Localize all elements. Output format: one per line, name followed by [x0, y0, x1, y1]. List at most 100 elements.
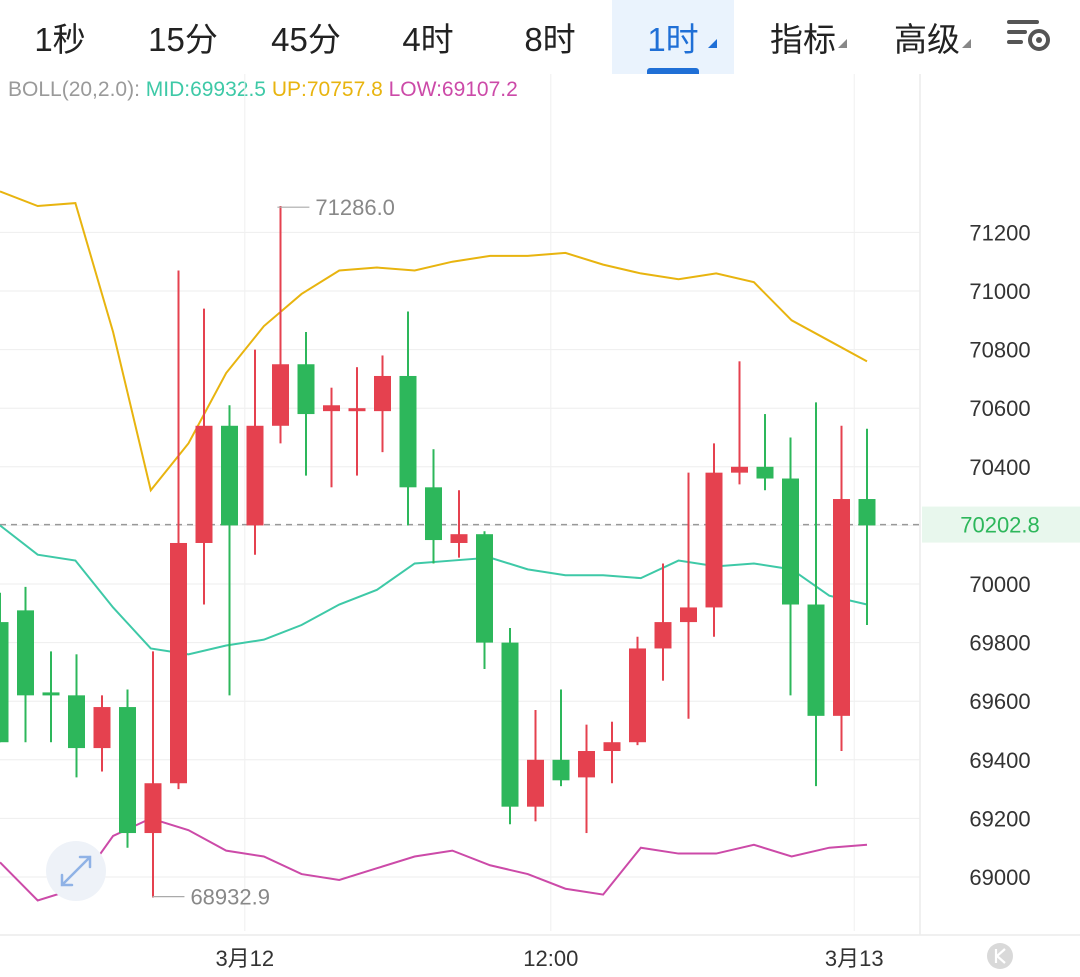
tab-45m[interactable]: 45分 [250, 0, 362, 74]
boll-upper-line [0, 190, 868, 493]
candle-body [348, 408, 366, 412]
high-price-label: 71286.0 [315, 195, 395, 220]
tab-label: 高级 [894, 21, 960, 58]
candle [323, 387, 340, 488]
candle-body [807, 604, 825, 716]
candle [705, 443, 723, 637]
grid-group [0, 74, 920, 931]
candlestick-chart[interactable]: 6900069200694006960069800700007020070400… [0, 74, 1080, 977]
dropdown-triangle-icon [838, 39, 847, 48]
candle-body [552, 759, 570, 781]
candle [501, 627, 519, 825]
candle [144, 651, 162, 898]
candle-body [756, 466, 774, 479]
k-logo-icon [987, 943, 1013, 969]
tab-label: 1时 [647, 21, 699, 58]
candle-body [68, 695, 85, 749]
candle-body [272, 364, 289, 426]
candle [756, 414, 774, 491]
candle-body [731, 466, 748, 473]
candle-body [144, 783, 162, 834]
tab-15m[interactable]: 15分 [128, 0, 238, 74]
k-logo-letter [994, 948, 1006, 964]
y-tick-label: 70800 [969, 338, 1030, 363]
boll-mid-value: MID:69932.5 [145, 78, 266, 101]
candle-body [578, 751, 595, 778]
expand-icon [46, 841, 106, 901]
expand-icon-arrows [60, 855, 92, 887]
candle-body [501, 642, 519, 807]
candle-body [93, 707, 111, 749]
candle-body [195, 425, 213, 543]
candle-body [323, 405, 340, 412]
tab-8h[interactable]: 8时 [494, 0, 606, 74]
candle [221, 405, 238, 696]
candle [0, 592, 9, 743]
candle [654, 563, 672, 681]
candles-group [0, 206, 876, 898]
candle-body [119, 707, 136, 834]
candle [680, 472, 697, 719]
settings-sliders-icon [1007, 20, 1050, 51]
candle-body [297, 364, 315, 415]
candle [807, 402, 825, 787]
candle-body [425, 487, 442, 541]
boll-legend: BOLL(20,2.0): MID:69932.5 UP:70757.8 LOW… [8, 78, 518, 102]
candle [450, 490, 468, 558]
candle [476, 531, 493, 669]
tab-label: 指标 [770, 21, 836, 58]
candle [119, 689, 136, 848]
active-tab-indicator [647, 68, 699, 74]
dropdown-triangle-icon [708, 39, 717, 48]
tab-1s[interactable]: 1秒 [10, 0, 110, 74]
candle [374, 355, 391, 453]
candle [833, 425, 850, 752]
low-price-label: 68932.9 [190, 885, 270, 910]
x-tick-label: 3月12 [215, 946, 274, 971]
candle-body [170, 542, 187, 784]
candle-body [680, 607, 697, 623]
candle-body [527, 759, 544, 807]
candle [629, 636, 646, 746]
tab-indicators[interactable]: 指标 [748, 0, 858, 74]
y-tick-label: 69400 [969, 748, 1030, 773]
tab-4h[interactable]: 4时 [372, 0, 484, 74]
candle [272, 206, 289, 444]
candle-body [782, 478, 799, 605]
y-tick-label: 70400 [969, 455, 1030, 480]
candle-body [17, 610, 34, 696]
candle-body [858, 499, 876, 526]
boll-name: BOLL(20,2.0): [8, 78, 140, 101]
candle-body [374, 375, 391, 412]
dropdown-triangle-icon [962, 39, 971, 48]
y-tick-label: 69200 [969, 806, 1030, 831]
tab-label: 1秒 [34, 21, 86, 58]
candle [782, 437, 799, 696]
candle [425, 449, 442, 564]
candle [195, 308, 213, 605]
candle [42, 651, 60, 743]
tab-label: 4时 [402, 21, 454, 58]
x-tick-label: 12:00 [523, 946, 578, 971]
candle [578, 724, 595, 834]
y-tick-label: 69600 [969, 689, 1030, 714]
tab-advanced[interactable]: 高级 [872, 0, 982, 74]
tab-1h[interactable]: 1时 [612, 0, 734, 74]
x-tick-label: 3月13 [825, 946, 884, 971]
candle [246, 349, 264, 555]
last-price-label: 70202.8 [960, 513, 1040, 538]
chart-settings-button[interactable] [1000, 0, 1060, 74]
boll-low-value: LOW:69107.2 [388, 78, 518, 101]
y-tick-label: 70000 [969, 572, 1030, 597]
candle-body [654, 622, 672, 649]
candle [93, 695, 111, 772]
candle-body [603, 742, 621, 752]
candle-body [450, 534, 468, 543]
candle-body [629, 648, 646, 743]
candle-body [705, 472, 723, 608]
last-price-tag [922, 506, 1080, 543]
y-tick-label: 71000 [969, 279, 1030, 304]
candle [731, 361, 748, 485]
k-logo-bg [987, 943, 1013, 969]
candle [399, 311, 417, 526]
